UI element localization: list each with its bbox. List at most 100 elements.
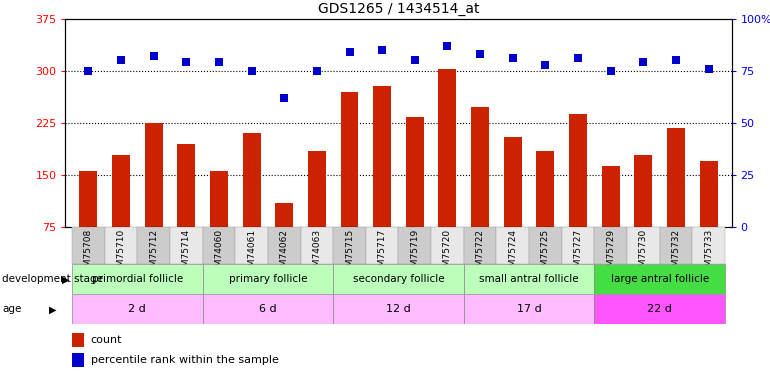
Bar xyxy=(464,227,497,264)
Bar xyxy=(105,227,137,264)
Text: 6 d: 6 d xyxy=(259,304,276,314)
Bar xyxy=(72,227,105,264)
Point xyxy=(147,53,159,59)
Text: GSM75717: GSM75717 xyxy=(377,229,387,278)
Bar xyxy=(170,227,203,264)
Bar xyxy=(72,294,203,324)
Text: 22 d: 22 d xyxy=(648,304,672,314)
Bar xyxy=(300,227,333,264)
Title: GDS1265 / 1434514_at: GDS1265 / 1434514_at xyxy=(318,2,479,16)
Text: GSM75712: GSM75712 xyxy=(149,229,158,278)
Text: GSM75715: GSM75715 xyxy=(345,229,354,278)
Point xyxy=(474,51,487,57)
Text: primordial follicle: primordial follicle xyxy=(92,274,183,284)
Bar xyxy=(464,264,594,294)
Bar xyxy=(504,137,522,227)
Text: GSM75710: GSM75710 xyxy=(116,229,126,278)
Text: secondary follicle: secondary follicle xyxy=(353,274,444,284)
Bar xyxy=(333,264,464,294)
Point xyxy=(539,62,551,68)
Bar xyxy=(340,92,359,227)
Text: 17 d: 17 d xyxy=(517,304,541,314)
Bar xyxy=(145,123,162,227)
Bar xyxy=(333,294,464,324)
Text: GSM74063: GSM74063 xyxy=(313,229,321,278)
Text: large antral follicle: large antral follicle xyxy=(611,274,709,284)
Point xyxy=(638,60,650,66)
Bar xyxy=(471,107,489,227)
Bar xyxy=(203,227,235,264)
Text: count: count xyxy=(91,335,122,345)
Bar xyxy=(601,166,620,227)
Bar xyxy=(594,264,725,294)
Bar xyxy=(72,333,84,346)
Bar xyxy=(594,294,725,324)
Bar xyxy=(79,171,97,227)
Text: GSM75720: GSM75720 xyxy=(443,229,452,278)
Bar xyxy=(399,227,431,264)
Point xyxy=(310,68,323,74)
Point xyxy=(507,55,519,61)
Text: GSM75722: GSM75722 xyxy=(476,229,484,278)
Bar xyxy=(333,227,366,264)
Text: GSM74062: GSM74062 xyxy=(280,229,289,278)
Text: GSM74060: GSM74060 xyxy=(214,229,223,278)
Bar xyxy=(366,227,399,264)
Text: ▶: ▶ xyxy=(62,274,69,284)
Bar xyxy=(406,117,424,227)
Text: GSM74061: GSM74061 xyxy=(247,229,256,278)
Text: age: age xyxy=(2,304,22,314)
Bar xyxy=(243,133,260,227)
Text: GSM75724: GSM75724 xyxy=(508,229,517,278)
Bar xyxy=(529,227,562,264)
Bar xyxy=(112,155,130,227)
Point xyxy=(278,95,290,101)
Bar xyxy=(537,150,554,227)
Bar xyxy=(569,114,587,227)
Bar xyxy=(268,227,300,264)
Text: GSM75732: GSM75732 xyxy=(671,229,681,278)
Point xyxy=(441,43,454,49)
Point xyxy=(82,68,95,74)
Bar xyxy=(660,227,692,264)
Point xyxy=(213,60,225,66)
Bar xyxy=(438,69,457,227)
Text: small antral follicle: small antral follicle xyxy=(479,274,579,284)
Text: development stage: development stage xyxy=(2,274,103,284)
Bar xyxy=(594,227,627,264)
Text: primary follicle: primary follicle xyxy=(229,274,307,284)
Bar xyxy=(373,86,391,227)
Point xyxy=(246,68,258,74)
Bar xyxy=(235,227,268,264)
Point xyxy=(343,49,356,55)
Point xyxy=(572,55,584,61)
Text: GSM75719: GSM75719 xyxy=(410,229,420,278)
Bar xyxy=(177,144,196,227)
Point xyxy=(180,60,192,66)
Bar xyxy=(700,161,718,227)
Text: 2 d: 2 d xyxy=(129,304,146,314)
Bar xyxy=(431,227,464,264)
Bar xyxy=(464,294,594,324)
Text: GSM75725: GSM75725 xyxy=(541,229,550,278)
Text: GSM75708: GSM75708 xyxy=(84,229,93,278)
Text: percentile rank within the sample: percentile rank within the sample xyxy=(91,355,279,365)
Point xyxy=(376,47,388,53)
Text: GSM75729: GSM75729 xyxy=(606,229,615,278)
Point xyxy=(409,57,421,63)
Text: ▶: ▶ xyxy=(49,304,56,314)
Text: 12 d: 12 d xyxy=(386,304,411,314)
Point xyxy=(670,57,682,63)
Point xyxy=(115,57,127,63)
Bar xyxy=(203,294,333,324)
Bar xyxy=(634,155,652,227)
Bar xyxy=(627,227,660,264)
Point xyxy=(604,68,617,74)
Point xyxy=(702,66,715,72)
Bar xyxy=(72,353,84,367)
Text: GSM75727: GSM75727 xyxy=(574,229,583,278)
Bar xyxy=(562,227,594,264)
Text: GSM75733: GSM75733 xyxy=(704,229,713,278)
Text: GSM75730: GSM75730 xyxy=(639,229,648,278)
Bar xyxy=(497,227,529,264)
